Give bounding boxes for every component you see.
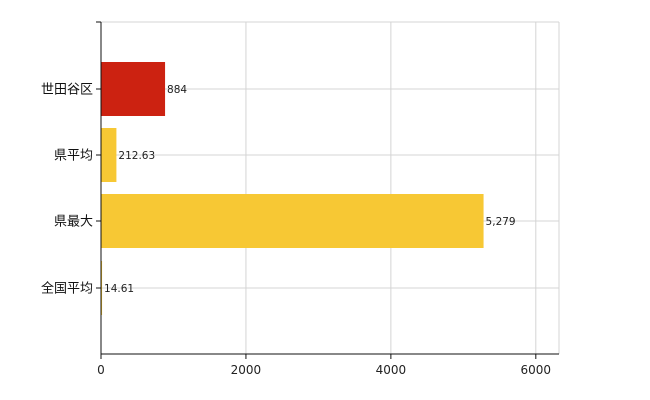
data-label: 884 [167, 84, 187, 96]
x-tick-label: 4000 [376, 363, 407, 377]
x-tick-label: 6000 [521, 363, 552, 377]
x-tick-label: 0 [97, 363, 105, 377]
data-label: 5,279 [486, 216, 516, 228]
bar-layer [101, 62, 484, 315]
category-label: 世田谷区 [41, 83, 93, 98]
bar [101, 62, 166, 116]
bar [101, 194, 484, 248]
category-label: 県平均 [54, 149, 93, 164]
category-label: 県最大 [54, 215, 93, 230]
bar [101, 261, 103, 315]
axis-layer [96, 21, 559, 359]
category-label: 全国平均 [41, 281, 93, 297]
x-tick-label: 2000 [231, 363, 262, 377]
data-label: 212.63 [118, 150, 155, 162]
grid-layer [101, 21, 560, 354]
bar [101, 128, 117, 182]
data-label: 14.61 [104, 283, 134, 295]
